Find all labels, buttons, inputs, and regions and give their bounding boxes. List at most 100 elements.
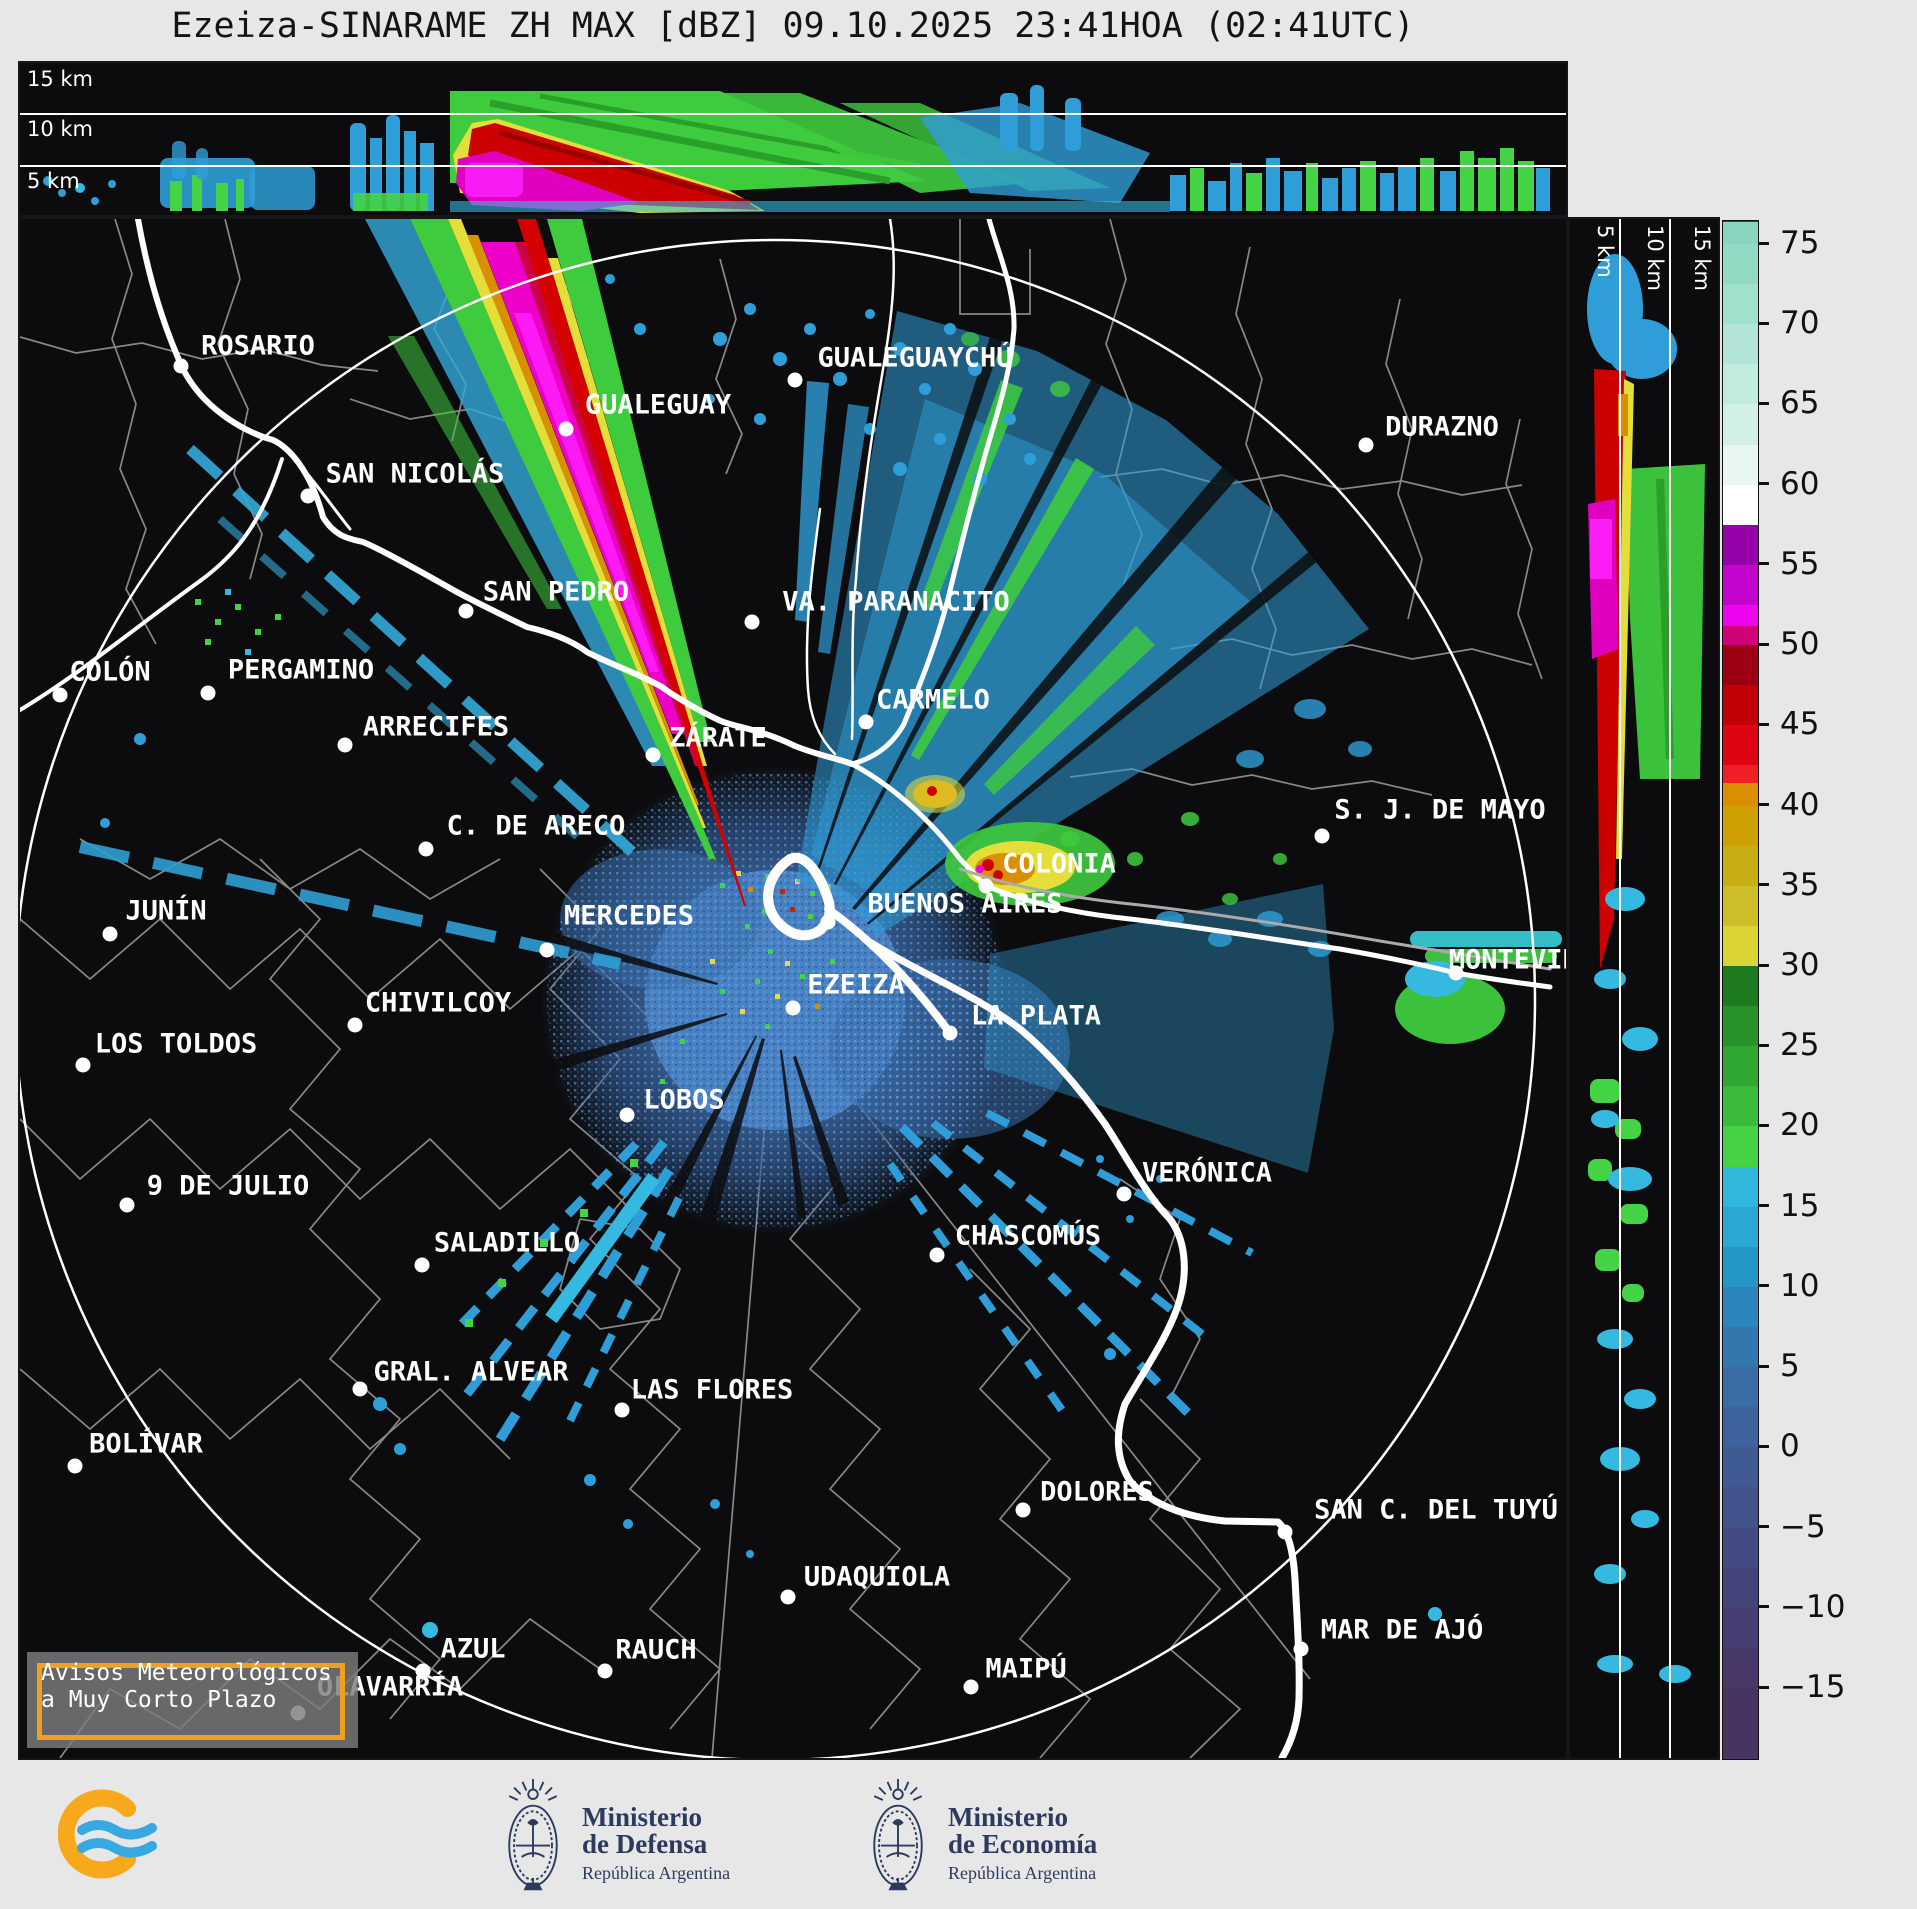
wnw-echo-beams [78,444,644,970]
colorbar-tick-mark [1758,1525,1769,1529]
colorbar-tick-label: 0 [1780,1428,1800,1465]
east-echo-band [905,699,1372,1173]
city-label: JUNÍN [125,895,206,927]
altitude-label: 15 km [27,67,94,91]
right-cross-section-panel: 5 km 10 km 15 km [1568,217,1720,1760]
city-label: BUENOS AIRES [867,889,1062,920]
city-dot [418,841,434,857]
colorbar-tick-mark [1758,1123,1769,1127]
colorbar-tick-mark [1758,321,1769,325]
economia-line-3: República Argentina [948,1863,1097,1883]
city-label: DURAZNO [1385,412,1499,443]
colorbar-tick-mark [1758,963,1769,967]
colorbar-tick-label: 50 [1780,626,1820,663]
city-label: GUALEGUAYCHÚ [817,342,1012,374]
city-dot [173,358,189,374]
colorbar-tick-mark [1758,401,1769,405]
colorbar-segment [1723,925,1758,967]
altitude-label: 15 km [1690,225,1714,292]
colorbar-segment [1723,1647,1758,1689]
city-dot [1358,437,1374,453]
colorbar-segment [1723,645,1758,686]
city-dot [67,1458,83,1474]
colorbar-tick-mark [1758,241,1769,245]
range-ring [20,238,1537,1758]
city-label: COLÓN [69,656,150,688]
colorbar-segment [1723,564,1758,605]
warning-line-1: Avisos Meteorológicos [41,1660,332,1686]
city-label: UDAQUIOLA [804,1562,950,1593]
city-label: RAUCH [615,1635,696,1666]
city-dot [929,1247,945,1263]
colorbar-segment [1723,1487,1758,1528]
city-label: CHIVILCOY [365,988,512,1019]
colorbar-segment [1723,364,1758,405]
colorbar-tick-label: 70 [1780,305,1820,342]
city-label: LOBOS [643,1085,724,1116]
sw-echo-streaks [373,1139,754,1638]
defensa-line-1: Ministerio [582,1802,702,1832]
city-label: VA. PARANACITO [782,587,1010,618]
city-label: BOLÍVAR [89,1428,204,1460]
colorbar-tick-mark [1758,1605,1769,1609]
economia-line-1: Ministerio [948,1802,1068,1832]
page-title: Ezeiza-SINARAME ZH MAX [dBZ] 09.10.2025 … [171,6,1415,46]
top-cross-section-panel: 15 km 10 km 5 km [18,61,1568,217]
colorbar-tick-mark [1758,1444,1769,1448]
colorbar-tick-mark [1758,562,1769,566]
colorbar-segment [1723,605,1758,626]
city-dot [785,1000,801,1016]
colorbar-segment [1723,1126,1758,1167]
altitude-label: 5 km [1593,225,1617,278]
city-dot [1314,828,1330,844]
city-dot [645,747,661,763]
footer: Servicio Meteorológico Nacional Argentin… [0,1762,1917,1909]
city-dot [414,1257,430,1273]
city-dot [820,914,836,930]
city-label: EZEIZA [807,970,905,1001]
colorbar-segment [1723,625,1758,646]
city-label: LOS TOLDOS [95,1029,258,1060]
city-dot [415,1663,431,1679]
colorbar-segment [1723,1367,1758,1408]
colorbar-segment [1723,1327,1758,1368]
colorbar-tick-mark [1758,803,1769,807]
city-dot [744,614,760,630]
city-dot [347,1017,363,1033]
city-dot [963,1679,979,1695]
radar-map-svg: ROSARIO GUALEGUAYCHÚ GUALEGUAY SAN NICOLÁS D… [20,219,1566,1758]
rivers-and-coastlines [20,219,1553,1758]
warning-overlay[interactable]: Avisos Meteorológicos a Muy Corto Plazo [27,1652,358,1748]
colorbar-segment [1723,783,1758,806]
colorbar-segment [1723,845,1758,886]
city-label: GUALEGUAY [585,390,732,421]
city-dot [780,1589,796,1605]
colorbar-segment [1723,1166,1758,1207]
colorbar-tick-label: −10 [1780,1588,1846,1625]
smn-logo-icon [58,1789,157,1879]
colorbar-tick-label: 40 [1780,786,1820,823]
scattered-echo-dots-north [100,274,1036,828]
top-cross-section-graphic [20,63,1566,215]
city-label: COLONIA [1002,849,1116,880]
city-label: SAN PEDRO [483,577,629,608]
altitude-label: 10 km [1643,225,1667,292]
city-label: DOLORES [1040,1477,1154,1508]
colorbar-tick-label: 65 [1780,385,1820,422]
colorbar-segment [1723,1246,1758,1287]
city-label: SALADILLO [434,1228,580,1259]
city-label: MONTEVIDEO [1449,945,1566,976]
city-label: LAS FLORES [631,1375,794,1406]
economia-logo-text: Ministerio de Economía República Argenti… [948,1804,1097,1887]
colorbar-segment [1723,444,1758,485]
colorbar-segment [1723,765,1758,784]
colorbar-segment [1723,524,1758,565]
colorbar-segment [1723,1206,1758,1247]
colorbar-tick-mark [1758,1204,1769,1208]
colorbar-tick-mark [1758,642,1769,646]
city-label: ZÁRATE [669,722,767,754]
city-dot [1015,1502,1031,1518]
city-dot [942,1025,958,1041]
city-label: AZUL [440,1634,505,1665]
